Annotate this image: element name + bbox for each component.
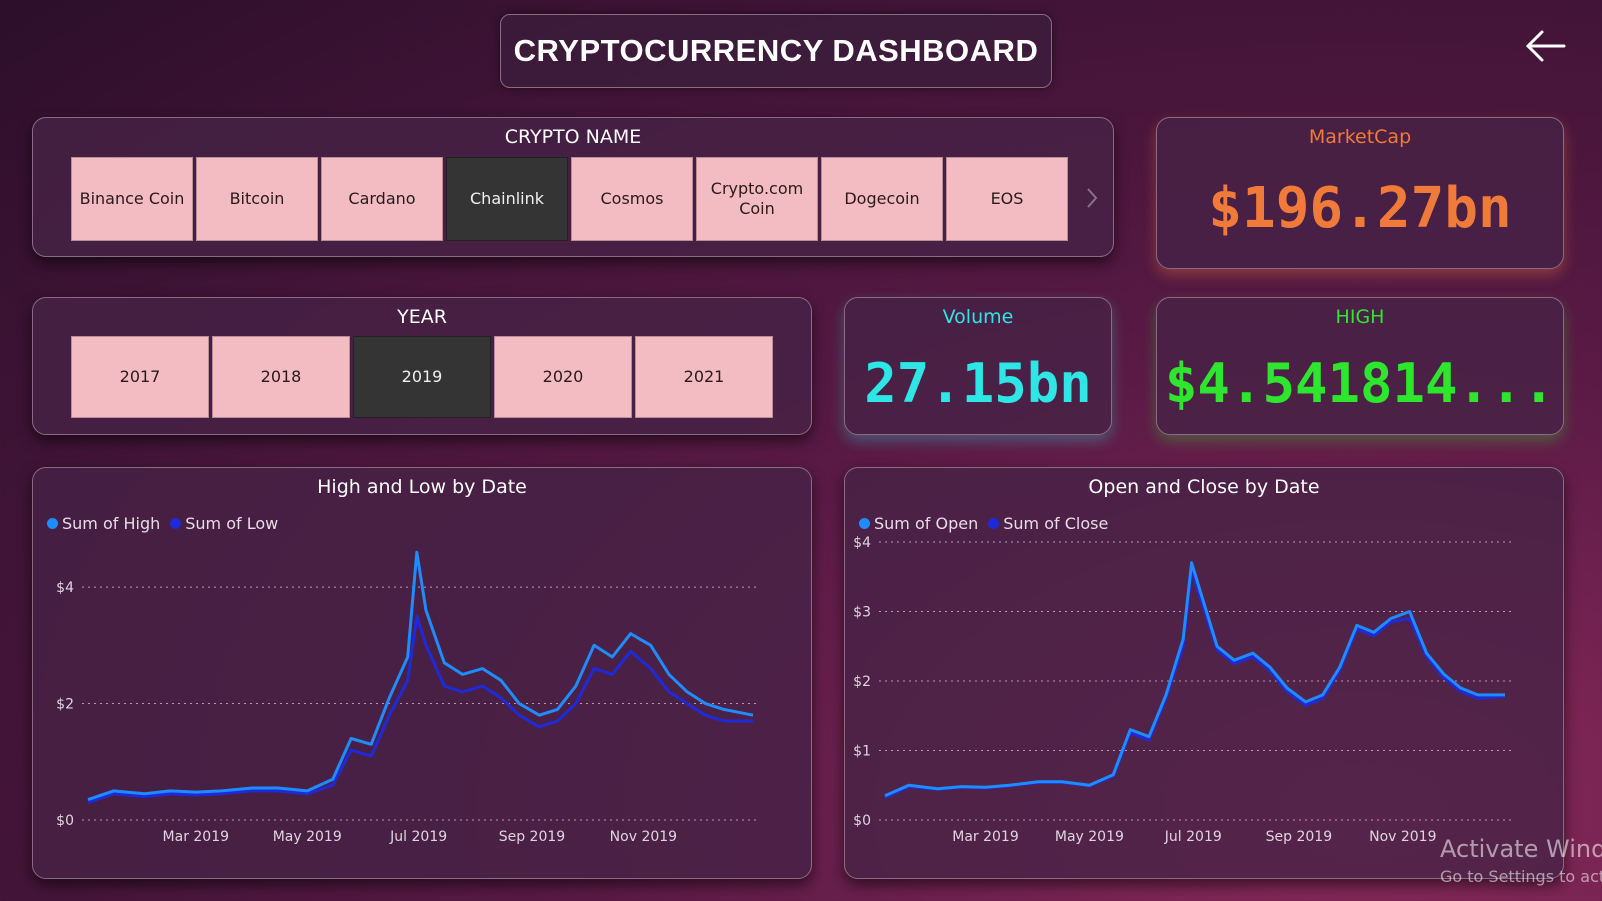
x-tick-label: Sep 2019 <box>1266 829 1332 845</box>
crypto-option-eos[interactable]: EOS <box>946 157 1068 241</box>
crypto-option-cosmos[interactable]: Cosmos <box>571 157 693 241</box>
crypto-option-bitcoin[interactable]: Bitcoin <box>196 157 318 241</box>
crypto-option-binance-coin[interactable]: Binance Coin <box>71 157 193 241</box>
chart1-legend: Sum of High Sum of Low <box>47 514 278 533</box>
watermark-line1: Activate Windo <box>1440 835 1602 863</box>
y-tick-label: $1 <box>853 744 871 760</box>
legend-item-open[interactable]: Sum of Open <box>859 514 978 533</box>
crypto-option-crypto-com-coin[interactable]: Crypto.com Coin <box>696 157 818 241</box>
x-tick-label: May 2019 <box>273 829 342 845</box>
year-option-2017[interactable]: 2017 <box>71 336 209 418</box>
back-arrow-icon[interactable] <box>1522 26 1568 66</box>
chart2-legend: Sum of Open Sum of Close <box>859 514 1108 533</box>
open-close-chart-panel: Open and Close by Date Sum of Open Sum o… <box>844 467 1564 879</box>
series-line-sum-of-low[interactable] <box>87 614 753 804</box>
series-line-sum-of-high[interactable] <box>87 550 754 802</box>
x-tick-label: Mar 2019 <box>952 829 1019 845</box>
open-close-line-chart[interactable]: $0 $1 $2 $3 $4 Mar 2019 May 2019 Jul 2019 Sep 20… <box>845 468 1563 878</box>
marketcap-value: $196.27bn <box>1208 176 1512 241</box>
x-tick-label: Jul 2019 <box>389 829 447 845</box>
y-tick-label: $4 <box>853 535 871 551</box>
high-value: $4.541814... <box>1164 352 1556 415</box>
legend-dot <box>47 518 58 529</box>
year-option-2020[interactable]: 2020 <box>494 336 632 418</box>
high-low-chart-panel: High and Low by Date Sum of High Sum of … <box>32 467 812 879</box>
legend-item-close[interactable]: Sum of Close <box>988 514 1108 533</box>
year-option-2021[interactable]: 2021 <box>635 336 773 418</box>
marketcap-card: MarketCap $196.27bn <box>1156 117 1564 269</box>
series-line-sum-of-open[interactable] <box>884 561 1505 798</box>
x-tick-label: Jul 2019 <box>1164 829 1222 845</box>
legend-label: Sum of Close <box>1003 514 1109 533</box>
volume-value: 27.15bn <box>864 352 1092 415</box>
year-slicer: YEAR 2017 2018 2019 2020 2021 <box>32 297 812 435</box>
x-tick-label: Nov 2019 <box>1369 829 1436 845</box>
legend-dot <box>859 518 870 529</box>
legend-label: Sum of Low <box>185 514 279 533</box>
series-line-sum-of-close[interactable] <box>884 568 1506 800</box>
high-low-line-chart[interactable]: $0 $2 $4 Mar 2019 May 2019 Jul 2019 Sep 2019 No… <box>33 468 811 878</box>
legend-dot <box>988 518 1000 529</box>
year-slicer-title: YEAR <box>397 306 447 328</box>
y-tick-label: $2 <box>853 674 871 690</box>
volume-card: Volume 27.15bn <box>844 297 1112 435</box>
chart1-title: High and Low by Date <box>317 476 527 498</box>
watermark-line2: Go to Settings to act <box>1440 867 1602 886</box>
legend-label: Sum of Open <box>874 514 979 533</box>
x-tick-label: Sep 2019 <box>499 829 565 845</box>
slicer-next-chevron-icon[interactable] <box>1085 186 1099 210</box>
page-title: CRYPTOCURRENCY DASHBOARD <box>500 14 1052 88</box>
high-card: HIGH $4.541814... <box>1156 297 1564 435</box>
x-tick-label: Mar 2019 <box>163 829 230 845</box>
year-option-2019[interactable]: 2019 <box>353 336 491 418</box>
activate-windows-watermark: Activate Windo Go to Settings to act <box>1440 835 1602 886</box>
chart2-title: Open and Close by Date <box>1088 476 1320 498</box>
x-tick-label: Nov 2019 <box>610 829 677 845</box>
y-tick-label: $3 <box>853 605 871 621</box>
crypto-option-chainlink[interactable]: Chainlink <box>446 157 568 241</box>
crypto-slicer-title: CRYPTO NAME <box>504 126 642 148</box>
legend-dot <box>170 518 182 529</box>
crypto-option-dogecoin[interactable]: Dogecoin <box>821 157 943 241</box>
high-label: HIGH <box>1335 306 1385 328</box>
crypto-option-cardano[interactable]: Cardano <box>321 157 443 241</box>
x-tick-label: May 2019 <box>1055 829 1124 845</box>
legend-label: Sum of High <box>62 514 161 533</box>
y-tick-label: $0 <box>56 813 74 829</box>
y-tick-label: $0 <box>853 813 871 829</box>
y-tick-label: $2 <box>56 697 74 713</box>
legend-item-low[interactable]: Sum of Low <box>170 514 278 533</box>
y-tick-label: $4 <box>56 580 74 596</box>
volume-label: Volume <box>942 306 1014 328</box>
crypto-name-slicer: CRYPTO NAME Binance Coin Bitcoin Cardano Ch… <box>32 117 1114 257</box>
legend-item-high[interactable]: Sum of High <box>47 514 160 533</box>
year-option-2018[interactable]: 2018 <box>212 336 350 418</box>
marketcap-label: MarketCap <box>1308 126 1412 148</box>
